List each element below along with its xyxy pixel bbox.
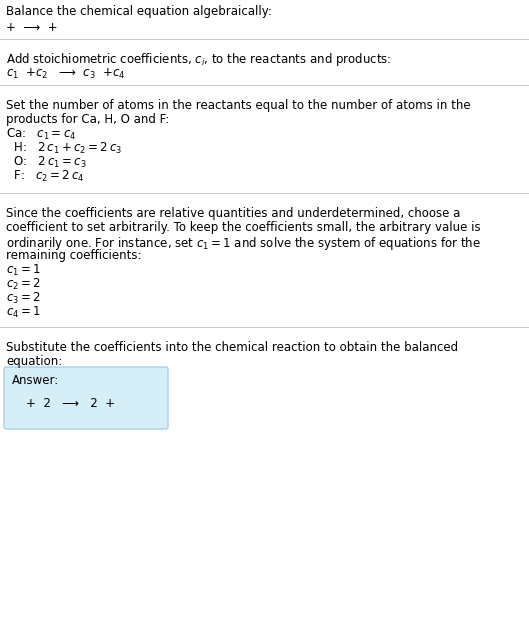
Text: Since the coefficients are relative quantities and underdetermined, choose a: Since the coefficients are relative quan…: [6, 207, 460, 220]
Text: remaining coefficients:: remaining coefficients:: [6, 249, 141, 262]
Text: Ca:   $c_1 = c_4$: Ca: $c_1 = c_4$: [6, 127, 76, 142]
Text: O:   $2\,c_1 = c_3$: O: $2\,c_1 = c_3$: [6, 155, 87, 170]
Text: equation:: equation:: [6, 355, 62, 368]
Text: +  2   ⟶   2  +: + 2 ⟶ 2 +: [26, 397, 115, 410]
Text: ordinarily one. For instance, set $c_1 = 1$ and solve the system of equations fo: ordinarily one. For instance, set $c_1 =…: [6, 235, 481, 252]
Text: $c_3 = 2$: $c_3 = 2$: [6, 291, 41, 306]
Text: Balance the chemical equation algebraically:: Balance the chemical equation algebraica…: [6, 5, 272, 18]
Text: $c_1 = 1$: $c_1 = 1$: [6, 263, 41, 278]
Text: coefficient to set arbitrarily. To keep the coefficients small, the arbitrary va: coefficient to set arbitrarily. To keep …: [6, 221, 481, 234]
Text: Add stoichiometric coefficients, $c_i$, to the reactants and products:: Add stoichiometric coefficients, $c_i$, …: [6, 51, 391, 68]
Text: products for Ca, H, O and F:: products for Ca, H, O and F:: [6, 113, 169, 126]
Text: +  ⟶  +: + ⟶ +: [6, 21, 58, 34]
Text: H:   $2\,c_1 + c_2 = 2\,c_3$: H: $2\,c_1 + c_2 = 2\,c_3$: [6, 141, 122, 156]
Text: $c_2 = 2$: $c_2 = 2$: [6, 277, 41, 292]
Text: Set the number of atoms in the reactants equal to the number of atoms in the: Set the number of atoms in the reactants…: [6, 99, 471, 112]
Text: Substitute the coefficients into the chemical reaction to obtain the balanced: Substitute the coefficients into the che…: [6, 341, 458, 354]
Text: Answer:: Answer:: [12, 374, 59, 387]
Text: $c_4 = 1$: $c_4 = 1$: [6, 305, 41, 320]
Text: $c_1$  +$c_2$   ⟶  $c_3$  +$c_4$: $c_1$ +$c_2$ ⟶ $c_3$ +$c_4$: [6, 67, 125, 81]
Text: F:   $c_2 = 2\,c_4$: F: $c_2 = 2\,c_4$: [6, 169, 85, 184]
FancyBboxPatch shape: [4, 367, 168, 429]
